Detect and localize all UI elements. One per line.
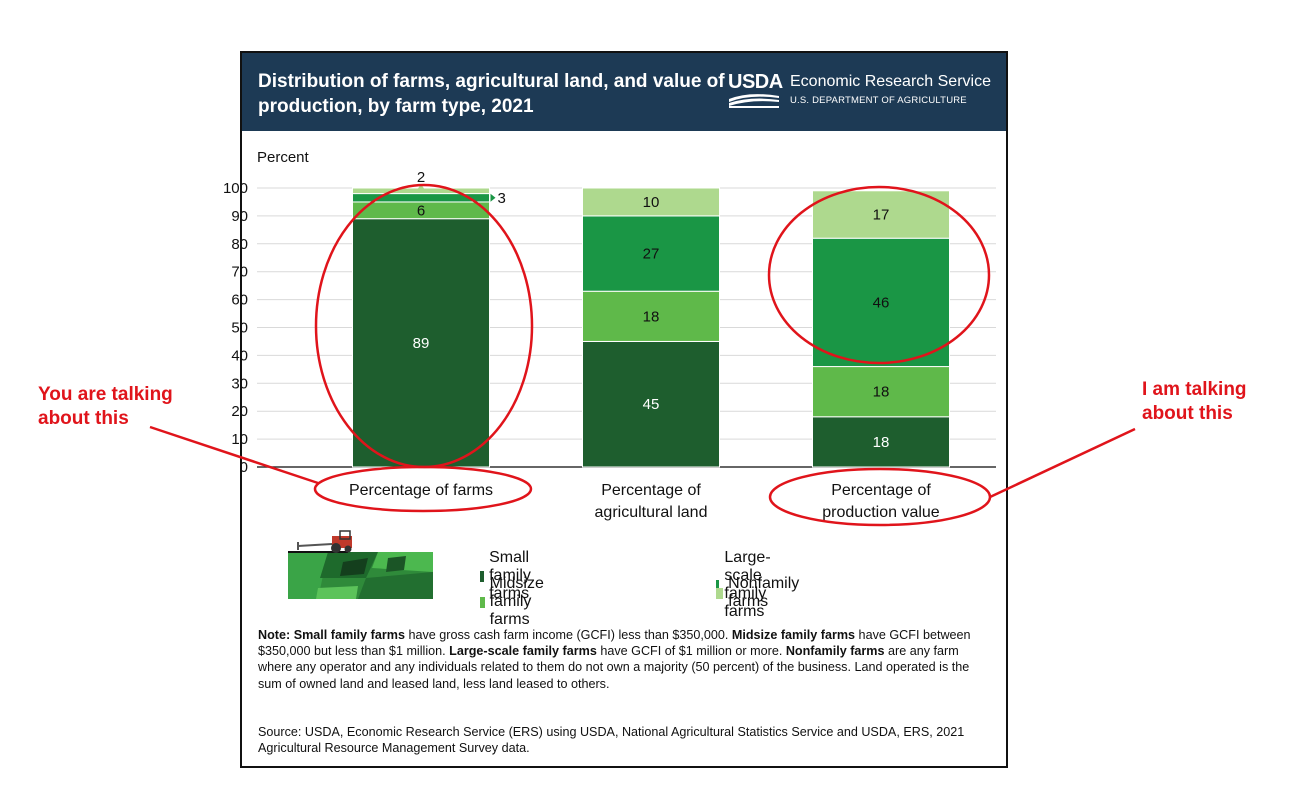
legend-item: Small family farms	[480, 549, 538, 603]
chart-title: Distribution of farms, agricultural land…	[258, 71, 725, 117]
note-segment: are any farm where any operator and any …	[258, 644, 970, 691]
data-label: 46	[873, 294, 890, 311]
annotation-line	[989, 427, 1136, 499]
usda-logo-text: USDA	[728, 71, 783, 93]
note-segment: Note:	[258, 628, 294, 642]
bar-segment	[812, 416, 950, 468]
usda-logo-wave-icon	[729, 94, 779, 108]
legend-swatch	[716, 579, 720, 591]
legend-swatch	[480, 570, 485, 582]
y-axis-label: Percent	[257, 149, 309, 166]
legend-label: Large-scale family farms	[724, 549, 771, 620]
bar-segment	[352, 218, 490, 468]
x-category-label: agricultural land	[595, 504, 708, 521]
note-segment: have GCFI between $350,000 but less than…	[258, 628, 971, 659]
y-tick-label: 40	[231, 347, 248, 364]
bar-segment	[582, 215, 720, 292]
y-tick-label: 10	[231, 431, 248, 448]
x-category-label: Percentage of	[831, 482, 931, 499]
x-category-label: production value	[822, 504, 940, 521]
tractor-field-illustration	[288, 530, 433, 599]
legend-label: Small family farms	[489, 549, 531, 602]
legend-label: Nonfamily farms	[728, 575, 800, 610]
bar-segment	[582, 187, 720, 217]
data-label: 18	[643, 308, 660, 325]
data-label: 27	[643, 246, 660, 263]
bar-segment	[812, 237, 950, 368]
agency-name: Economic Research Service	[790, 73, 991, 90]
bar-segment	[812, 366, 950, 418]
annotation-ellipse	[313, 465, 533, 513]
bar-segment	[582, 340, 720, 468]
data-label: 45	[643, 396, 660, 413]
large-pointer	[490, 193, 496, 202]
y-tick-label: 100	[223, 180, 248, 197]
legend-swatch	[480, 596, 485, 608]
department-name: U.S. DEPARTMENT OF AGRICULTURE	[790, 95, 967, 106]
legend-item: Nonfamily farms	[716, 575, 803, 611]
note-segment: have gross cash farm income (GCFI) less …	[404, 628, 732, 642]
annotation-line	[149, 425, 319, 485]
y-tick-label: 60	[231, 292, 248, 309]
y-tick-label: 80	[231, 236, 248, 253]
annotation-ellipse	[767, 185, 991, 365]
legend-swatch	[716, 587, 724, 599]
bar-segment	[812, 190, 950, 239]
chart-source: Source: USDA, Economic Research Service …	[258, 725, 965, 756]
x-category-label: Percentage of	[601, 482, 701, 499]
chart-note: Note: Small family farms have gross cash…	[258, 627, 988, 692]
data-label: 10	[643, 194, 660, 211]
data-label: 6	[417, 202, 425, 219]
callout-right: I am talking about this	[1142, 379, 1247, 424]
data-label: 17	[873, 207, 890, 224]
legend-item: Large-scale family farms	[716, 549, 778, 621]
y-tick-label: 70	[231, 264, 248, 281]
bar-segment	[582, 290, 720, 342]
note-segment: Nonfamily farms	[785, 644, 885, 659]
y-tick-label: 20	[231, 403, 248, 420]
data-label: 18	[873, 434, 890, 451]
y-tick-label: 30	[231, 375, 248, 392]
y-tick-label: 50	[231, 320, 248, 337]
legend-label: Midsize family farms	[489, 575, 544, 628]
data-label: 89	[413, 335, 430, 352]
chart-header: Distribution of farms, agricultural land…	[242, 53, 1006, 131]
note-segment: Small family farms	[293, 628, 405, 642]
x-category-label: Percentage of farms	[349, 482, 493, 499]
data-label: 18	[873, 384, 890, 401]
callout-left: You are talking about this	[38, 384, 173, 429]
note-segment: Large-scale family farms	[449, 644, 597, 659]
note-segment: have GCFI of $1 million or more.	[596, 644, 786, 659]
y-tick-label: 90	[231, 208, 248, 225]
note-segment: Midsize family farms	[731, 628, 856, 642]
legend-item: Midsize family farms	[480, 575, 550, 629]
nonfamily-pointer	[417, 184, 425, 190]
data-label: 2	[417, 169, 425, 186]
data-label: 3	[498, 190, 506, 207]
y-tick-label: 0	[240, 459, 248, 476]
